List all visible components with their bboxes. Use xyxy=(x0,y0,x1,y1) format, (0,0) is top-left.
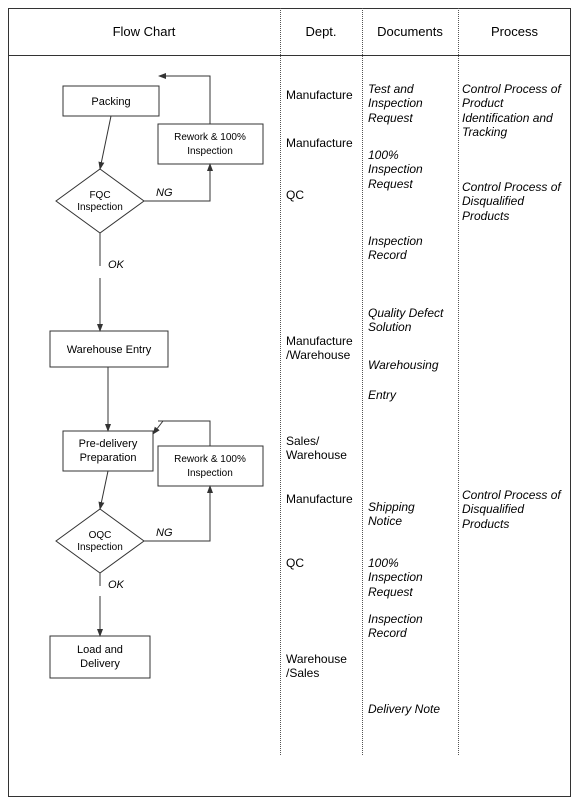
docs-col-item-9: Delivery Note xyxy=(368,702,458,716)
docs-col-item-7: 100%InspectionRequest xyxy=(368,556,458,599)
dept-col-item-2: QC xyxy=(286,188,362,202)
proc-col-item-0: Control Process ofProductIdentification … xyxy=(462,82,570,140)
docs-col-item-5: Entry xyxy=(368,388,458,402)
node-rework1 xyxy=(158,124,263,164)
header-row: Flow Chart Dept. Documents Process xyxy=(8,8,571,56)
docs-col-item-4: Warehousing xyxy=(368,358,458,372)
label-rework1-l1: Rework & 100% xyxy=(174,132,246,143)
docs-col-item-2: InspectionRecord xyxy=(368,234,458,263)
docs-col-item-3: Quality DefectSolution xyxy=(368,306,458,335)
label-warehouse: Warehouse Entry xyxy=(67,344,152,356)
label-oqc-l1: OQC xyxy=(89,530,112,541)
docs-col-item-6: ShippingNotice xyxy=(368,500,458,529)
node-predeliv xyxy=(63,431,153,471)
diagram-container: Flow Chart Dept. Documents Process Packi… xyxy=(0,0,579,805)
label-load-l2: Delivery xyxy=(80,658,120,670)
edge-packing-fqc xyxy=(100,116,111,169)
dept-col-item-1: Manufacture xyxy=(286,136,362,150)
label-ok1: OK xyxy=(108,259,125,271)
node-rework2 xyxy=(158,446,263,486)
label-ng2: NG xyxy=(156,527,173,539)
divider-2 xyxy=(362,8,363,755)
edge-fqc-rework1-line xyxy=(144,164,210,201)
flowchart-svg: Packing Rework & 100% Inspection FQC Ins… xyxy=(8,56,280,796)
dept-col-item-7: Warehouse/Sales xyxy=(286,652,362,681)
header-documents: Documents xyxy=(362,8,458,55)
proc-col-item-2: Control Process ofDisqualifiedProducts xyxy=(462,488,570,531)
node-oqc xyxy=(56,509,144,573)
label-fqc-l1: FQC xyxy=(89,190,110,201)
divider-3 xyxy=(458,8,459,755)
label-ok2: OK xyxy=(108,579,125,591)
label-predeliv-l1: Pre-delivery xyxy=(79,438,138,450)
node-load xyxy=(50,636,150,678)
edge-oqc-rework2-line xyxy=(144,486,210,541)
label-packing: Packing xyxy=(91,96,130,108)
label-rework1-l2: Inspection xyxy=(187,146,233,157)
edge-rework1-packing-line xyxy=(163,76,210,124)
dept-col-item-3: Manufacture/Warehouse xyxy=(286,334,362,363)
dept-col-item-4: Sales/Warehouse xyxy=(286,434,362,463)
label-rework2-l1: Rework & 100% xyxy=(174,454,246,465)
docs-col-item-0: Test andInspectionRequest xyxy=(368,82,458,125)
divider-1 xyxy=(280,8,281,755)
edge-predeliv-oqc xyxy=(100,471,108,509)
dept-col-item-5: Manufacture xyxy=(286,492,362,506)
header-process: Process xyxy=(458,8,571,55)
docs-col-item-1: 100%InspectionRequest xyxy=(368,148,458,191)
label-rework2-l2: Inspection xyxy=(187,468,233,479)
header-flowchart: Flow Chart xyxy=(8,8,280,55)
header-dept: Dept. xyxy=(280,8,362,55)
label-fqc-l2: Inspection xyxy=(77,202,123,213)
dept-col-item-6: QC xyxy=(286,556,362,570)
node-fqc xyxy=(56,169,144,233)
label-oqc-l2: Inspection xyxy=(77,542,123,553)
edge-rework2-predeliv-line xyxy=(158,421,210,446)
label-load-l1: Load and xyxy=(77,644,123,656)
proc-col-item-1: Control Process ofDisqualifiedProducts xyxy=(462,180,570,223)
edge-rework2-predeliv-arrow xyxy=(153,421,163,434)
docs-col-item-8: InspectionRecord xyxy=(368,612,458,641)
label-ng1: NG xyxy=(156,187,173,199)
label-predeliv-l2: Preparation xyxy=(80,452,137,464)
dept-col-item-0: Manufacture xyxy=(286,88,362,102)
